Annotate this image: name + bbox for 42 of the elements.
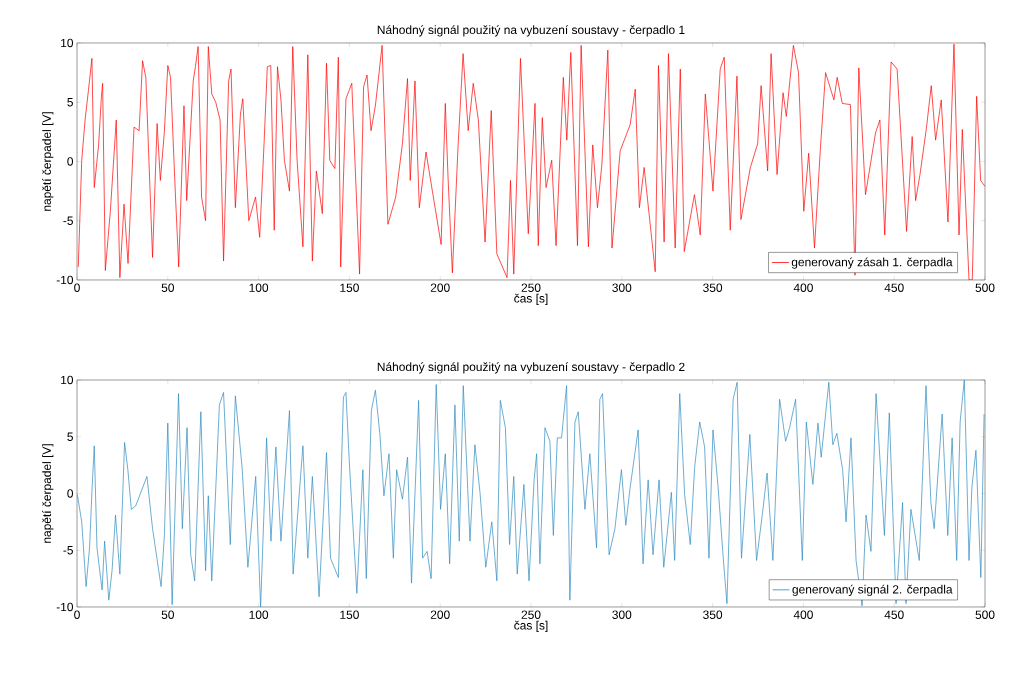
x-tick-label: 300 xyxy=(612,610,632,619)
chart-title: Náhodný signál použitý na vybuzení soustavy - čerpadlo 1 xyxy=(377,25,685,37)
x-tick-label: 450 xyxy=(884,610,904,619)
x-tick-label: 450 xyxy=(884,283,904,292)
legend-label: generovaný signál 2. čerpadla xyxy=(792,584,953,596)
y-tick-label: 10 xyxy=(61,38,74,48)
line-series xyxy=(77,43,986,280)
x-tick-label: 50 xyxy=(161,283,174,292)
x-tick-label: 400 xyxy=(793,283,813,292)
y-tick-label: -5 xyxy=(63,216,73,225)
x-axis-title: čas [s] xyxy=(514,293,548,305)
x-tick-label: 200 xyxy=(430,610,450,619)
x-tick-label: 500 xyxy=(975,610,995,619)
x-tick-label: 100 xyxy=(249,610,269,619)
y-tick-label: -5 xyxy=(63,546,73,555)
y-tick-label: 5 xyxy=(67,98,73,107)
x-tick-label: 300 xyxy=(612,283,632,292)
x-tick-label: 350 xyxy=(703,610,723,619)
line-series xyxy=(77,379,985,607)
y-axis-title: napětí čerpadel [V] xyxy=(42,112,54,211)
legend-label: generovaný zásah 1. čerpadla xyxy=(791,257,953,269)
x-tick-label: 200 xyxy=(430,283,450,292)
x-tick-label: 250 xyxy=(521,610,541,619)
y-axis-title: napětí čerpadel [V] xyxy=(42,444,54,543)
x-tick-label: 250 xyxy=(521,283,541,292)
x-tick-label: 400 xyxy=(793,610,813,619)
chart-title: Náhodný signál použitý na vybuzení soustavy - čerpadlo 2 xyxy=(377,362,685,374)
x-tick-label: 100 xyxy=(249,283,269,292)
y-tick-label: 0 xyxy=(67,157,74,166)
y-tick-label: 0 xyxy=(67,489,74,498)
x-tick-label: 50 xyxy=(161,610,174,619)
x-tick-label: 0 xyxy=(74,283,80,292)
x-tick-label: 150 xyxy=(340,283,359,292)
y-tick-label: -10 xyxy=(56,602,74,612)
y-tick-label: -10 xyxy=(56,275,74,285)
x-tick-label: 0 xyxy=(74,610,80,619)
x-tick-label: 350 xyxy=(703,283,723,292)
x-tick-label: 500 xyxy=(975,283,995,292)
y-tick-label: 10 xyxy=(61,375,74,385)
y-tick-label: 5 xyxy=(67,432,73,441)
x-tick-label: 150 xyxy=(340,610,359,619)
x-axis-title: čas [s] xyxy=(514,620,548,632)
